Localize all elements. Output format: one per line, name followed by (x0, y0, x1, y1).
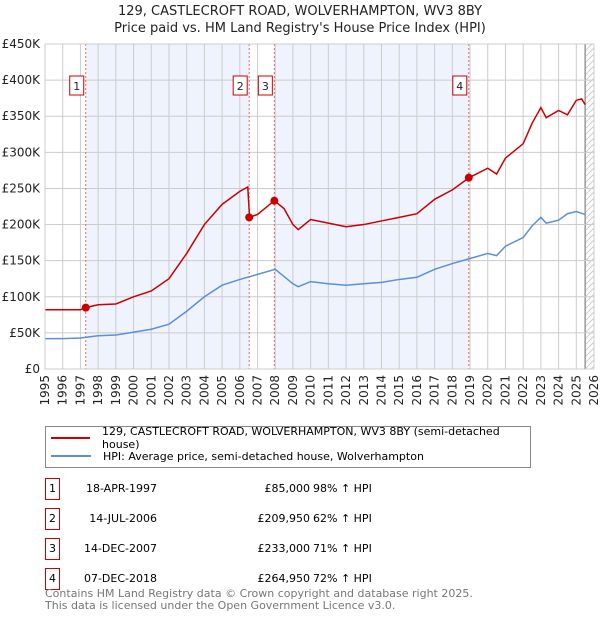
sale-marker-number: 3 (262, 80, 269, 93)
sale-price: £209,950 (257, 512, 311, 525)
x-tick-label: 2021 (498, 375, 512, 406)
x-tick-label: 2015 (392, 375, 406, 406)
y-tick-label: £0 (25, 362, 40, 376)
sale-date: 14-JUL-2006 (89, 512, 157, 525)
plot-area: £0 £50K £100K £150K £200K £250K £300K £350K £400… (2, 37, 600, 406)
x-tick-label: 2025 (569, 375, 583, 406)
x-tick-label: 2000 (127, 375, 141, 406)
legend: 129, CASTLECROFT ROAD, WOLVERHAMPTON, WV… (45, 425, 531, 468)
hpi-line (45, 210, 586, 340)
sale-number: 3 (45, 538, 60, 560)
sale-number: 2 (45, 508, 60, 530)
sale-date: 14-DEC-2007 (83, 542, 157, 555)
sale-row: 1 18-APR-1997 £85,000 98% ↑ HPI (45, 478, 600, 500)
x-tick-label: 2006 (233, 375, 247, 406)
sale-hpi-diff: 71% ↑ HPI (313, 542, 372, 555)
property-line (45, 98, 586, 311)
sale-marker-box (69, 75, 85, 96)
sale-marker-number: 4 (456, 80, 463, 93)
x-tick-label: 1996 (56, 375, 70, 406)
sale-row: 3 14-DEC-2007 £233,000 71% ↑ HPI (45, 538, 600, 560)
sale-hpi-diff: 98% ↑ HPI (313, 482, 372, 495)
legend-swatch-property (51, 437, 91, 439)
x-tick-label: 2001 (144, 375, 158, 406)
x-tick-label: 2026 (587, 375, 600, 406)
y-tick-label: £200K (2, 218, 42, 232)
sale-row: 4 07-DEC-2018 £264,950 72% ↑ HPI (45, 568, 600, 590)
x-tick-label: 2019 (463, 375, 477, 406)
sale-point (270, 196, 279, 205)
x-tick-label: 2022 (516, 375, 530, 406)
y-tick-label: £100K (2, 290, 42, 304)
x-tick-label: 2024 (552, 375, 566, 406)
forecast-hatch (585, 44, 594, 369)
sale-date: 18-APR-1997 (85, 482, 157, 495)
plot-border (44, 43, 595, 370)
x-tick-label: 2023 (534, 375, 548, 406)
footer: Contains HM Land Registry data © Crown c… (45, 588, 473, 612)
legend-swatch-hpi (51, 455, 91, 457)
shaded-period (85, 44, 250, 369)
y-tick-label: £400K (2, 73, 42, 87)
x-tick-label: 2012 (339, 375, 353, 406)
sale-price: £264,950 (257, 572, 311, 585)
x-tick-label: 2011 (321, 375, 335, 406)
y-tick-label: £150K (2, 254, 42, 268)
sale-marker-number: 1 (73, 80, 80, 93)
y-tick-label: £250K (2, 181, 42, 195)
sale-number: 1 (45, 478, 60, 500)
chart-title: 129, CASTLECROFT ROAD, WOLVERHAMPTON, WV… (117, 4, 483, 19)
sale-price: £85,000 (264, 482, 311, 495)
y-tick-label: £450K (2, 37, 42, 51)
sale-point (81, 303, 90, 312)
x-tick-label: 2004 (197, 375, 211, 406)
x-tick-label: 1995 (38, 375, 52, 406)
footer-line: This data is licensed under the Open Gov… (45, 599, 396, 612)
x-tick-label: 2008 (268, 375, 282, 406)
y-tick-label: £350K (2, 109, 42, 123)
sale-marker-box (452, 75, 468, 96)
x-tick-label: 1998 (91, 375, 105, 406)
y-tick-label: £50K (9, 326, 41, 340)
x-tick-label: 2014 (374, 375, 388, 406)
x-tick-label: 2002 (162, 375, 176, 406)
sale-number: 4 (45, 568, 60, 590)
sale-price: £233,000 (257, 542, 311, 555)
y-tick-label: £300K (2, 145, 42, 159)
x-tick-label: 1997 (73, 375, 87, 406)
sale-point (245, 213, 254, 222)
sale-row: 2 14-JUL-2006 £209,950 62% ↑ HPI (45, 508, 600, 530)
sale-date: 07-DEC-2018 (83, 572, 157, 585)
x-tick-label: 2020 (481, 375, 495, 406)
x-tick-label: 1999 (109, 375, 123, 406)
x-tick-label: 2017 (428, 375, 442, 406)
x-tick-label: 2009 (286, 375, 300, 406)
sale-marker-number: 2 (237, 80, 244, 93)
x-tick-label: 2010 (304, 375, 318, 406)
x-tick-label: 2005 (215, 375, 229, 406)
sale-hpi-diff: 62% ↑ HPI (313, 512, 372, 525)
sale-hpi-diff: 72% ↑ HPI (313, 572, 372, 585)
x-tick-label: 2018 (445, 375, 459, 406)
sale-point (464, 173, 473, 182)
sale-marker-box (232, 75, 248, 96)
legend-label-hpi: HPI: Average price, semi-detached house,… (103, 449, 424, 463)
sale-marker-box (257, 75, 273, 96)
x-tick-label: 2016 (410, 375, 424, 406)
x-tick-label: 2003 (180, 375, 194, 406)
x-tick-label: 2013 (357, 375, 371, 406)
x-tick-label: 2007 (251, 375, 265, 406)
footer-line: Contains HM Land Registry data © Crown c… (45, 587, 473, 600)
chart-subtitle: Price paid vs. HM Land Registry's House … (114, 21, 486, 36)
shaded-period (274, 44, 469, 369)
legend-label-property: 129, CASTLECROFT ROAD, WOLVERHAMPTON, WV… (102, 425, 500, 451)
